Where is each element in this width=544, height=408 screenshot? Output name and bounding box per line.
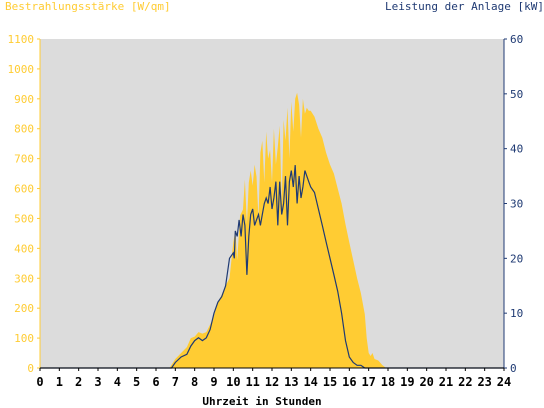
x-tick-label: 16 [342,375,356,389]
series-layer [40,92,504,369]
x-tick-label: 10 [226,375,240,389]
right-tick-label: 50 [510,88,523,101]
x-tick-label: 9 [210,375,217,389]
left-tick-label: 100 [14,332,34,345]
left-tick-label: 0 [27,362,34,375]
left-tick-label: 400 [14,242,34,255]
x-tick-label: 5 [133,375,140,389]
right-tick-label: 30 [510,198,523,211]
x-axis-label: Uhrzeit in Stunden [202,395,321,408]
left-tick-label: 800 [14,123,34,136]
left-tick-label: 600 [14,183,34,196]
series-irradiance-area [40,92,504,369]
x-tick-label: 23 [477,375,491,389]
left-tick-label: 700 [14,153,34,166]
x-tick-label: 11 [245,375,259,389]
left-tick-label: 900 [14,93,34,106]
x-tick-label: 7 [172,375,179,389]
x-tick-label: 13 [284,375,298,389]
x-tick-label: 2 [75,375,82,389]
right-tick-label: 20 [510,252,523,265]
right-tick-label: 0 [510,362,517,375]
left-tick-label: 1100 [8,33,35,46]
x-tick-label: 3 [94,375,101,389]
x-tick-label: 18 [381,375,395,389]
x-tick-label: 0 [36,375,43,389]
x-tick-label: 1 [56,375,63,389]
right-axis-ticks: 0 10 20 30 40 50 60 [504,33,523,375]
x-tick-label: 4 [114,375,121,389]
x-tick-label: 19 [400,375,414,389]
right-axis-title: Leistung der Anlage [kW] [385,0,544,13]
left-tick-label: 300 [14,272,34,285]
x-tick-label: 15 [323,375,337,389]
x-tick-label: 8 [191,375,198,389]
right-tick-label: 60 [510,33,523,46]
right-tick-label: 40 [510,143,523,156]
x-tick-label: 6 [152,375,159,389]
left-tick-label: 1000 [8,63,35,76]
x-tick-label: 22 [458,375,472,389]
x-tick-label: 20 [419,375,433,389]
x-tick-label: 17 [361,375,375,389]
x-axis-ticks: 0 1 2 3 4 5 6 7 8 9 10 11 12 13 14 15 16 17 18 19 20 21 22 23 24 [36,368,511,389]
left-tick-label: 200 [14,302,34,315]
left-axis-ticks: 0 100 200 300 400 500 600 700 800 900 1000 1100 [8,33,40,375]
left-axis-title: Bestrahlungsstärke [W/qm] [5,0,171,13]
x-tick-label: 24 [497,375,511,389]
series-power-line [40,165,504,369]
left-tick-label: 500 [14,212,34,225]
x-tick-label: 21 [439,375,453,389]
right-tick-label: 10 [510,307,523,320]
x-tick-label: 12 [265,375,279,389]
x-tick-label: 14 [303,375,317,389]
